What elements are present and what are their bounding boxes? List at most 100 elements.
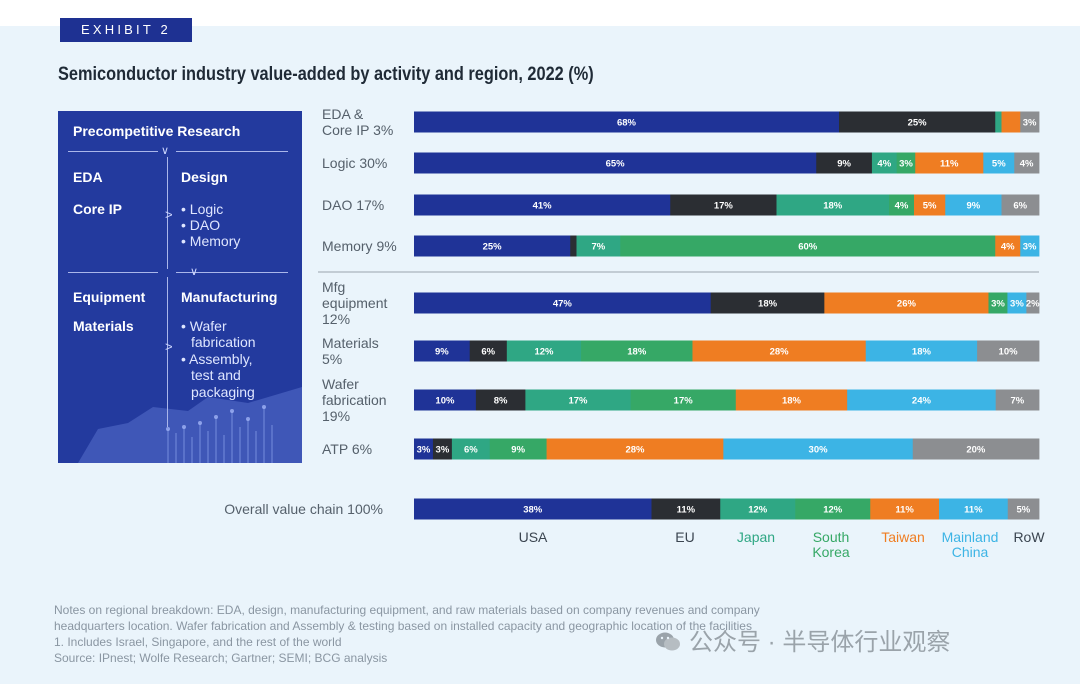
data-label: 3% [991,299,1005,310]
data-label: 60% [798,242,818,253]
bar-segment [670,194,777,216]
data-label: 9% [511,445,525,456]
data-label: 17% [674,396,694,407]
bar-segment [1020,111,1040,133]
bar-segment [432,438,453,460]
data-label: 28% [625,445,645,456]
materials-label: Materials [73,318,134,334]
footnote-line: headquarters location. Wafer fabrication… [54,619,752,633]
bar-segment [414,292,712,314]
bar-segment [824,292,989,314]
mfg-item-assembly-cont2: packaging [191,384,255,400]
bar-segment [735,389,848,411]
core-ip-label: Core IP [73,201,123,217]
bar-segment [723,438,914,460]
data-label: 5% [992,159,1006,170]
bar-segment [914,194,946,216]
data-label: 68% [617,118,637,129]
data-label: 11% [940,159,959,170]
data-label: 18% [758,299,778,310]
bar-segment [414,235,571,257]
data-label: 6% [1013,201,1027,212]
data-label: 3% [436,445,450,456]
data-label: 26% [897,299,917,310]
row-label: Wafer [322,376,359,392]
data-label: 30% [809,445,829,456]
data-label: 4% [877,159,891,170]
data-label: 12% [534,347,554,358]
data-label: 17% [714,201,734,212]
chevron-down-icon: ∨ [190,266,199,278]
row-label: Logic 30% [322,155,387,171]
design-item-memory: • Memory [181,233,241,249]
legend-label: Taiwan [881,529,925,545]
bar-segment [977,340,1040,362]
bar-segment [414,438,434,460]
bar-segment [915,152,984,174]
legend-label: USA [519,529,548,545]
wechat-icon [656,632,680,651]
data-label: 25% [908,118,928,129]
bar-segment [414,194,671,216]
eda-label: EDA [73,169,103,185]
data-label: 3% [417,445,431,456]
watermark: 公众号 · 半导体行业观察 [655,622,950,657]
bar-segment [1007,498,1040,520]
chart-title: Semiconductor industry value-added by ac… [58,64,594,85]
bar-segment [889,194,915,216]
design-item-logic: • Logic [181,201,224,217]
bar-segment [1026,292,1040,314]
bar-segment [988,292,1008,314]
bar-segment [414,498,652,520]
bar-segment [995,111,1002,133]
row-label: Core IP 3% [322,122,393,138]
bar-segment [475,389,526,411]
bar-segment [1007,292,1027,314]
bar-segment [414,340,471,362]
bar-segment [414,111,840,133]
bar-segment [847,389,997,411]
legend-label: South [813,529,850,545]
data-label: 4% [895,201,909,212]
divider [167,157,168,269]
data-label: 9% [837,159,851,170]
footnote-line: Source: IPnest; Wolfe Research; Gartner;… [54,651,388,665]
legend-label: Japan [737,529,775,545]
data-label: 2% [1026,299,1040,310]
row-label: Materials [322,335,379,351]
bar-segment [1001,111,1021,133]
data-label: 4% [1020,159,1034,170]
data-label: 38% [523,505,543,516]
bar-segment [795,498,871,520]
data-label: 10% [999,347,1019,358]
bar-segment [995,389,1040,411]
data-label: 11% [895,505,914,516]
data-label: 17% [568,396,588,407]
data-label: 11% [964,505,983,516]
data-label: 9% [967,201,981,212]
bar-segment [546,438,724,460]
data-label: 5% [923,201,937,212]
row-label: fabrication [322,392,387,408]
bar-segment [871,152,898,174]
exhibit-label: EXHIBIT 2 [60,18,192,42]
data-label: 12% [823,505,843,516]
bar-segment [1001,194,1040,216]
divider [176,272,288,273]
bar-segment [870,498,940,520]
data-label: 5% [1017,505,1031,516]
row-label: 12% [322,311,350,327]
design-item-dao: • DAO [181,217,221,233]
bar-segment [1020,235,1040,257]
data-label: 65% [606,159,626,170]
bar-segment [939,498,1009,520]
data-label: 8% [494,396,508,407]
circuit-decoration [78,387,302,463]
data-label: 47% [553,299,573,310]
mfg-item-wafer: • Wafer [181,318,227,334]
equipment-label: Equipment [73,289,146,305]
bar-segment [945,194,1002,216]
value-chain-panel: Precompetitive Research ∨ > EDA Core IP … [58,111,302,463]
chevron-right-icon: > [165,339,173,354]
